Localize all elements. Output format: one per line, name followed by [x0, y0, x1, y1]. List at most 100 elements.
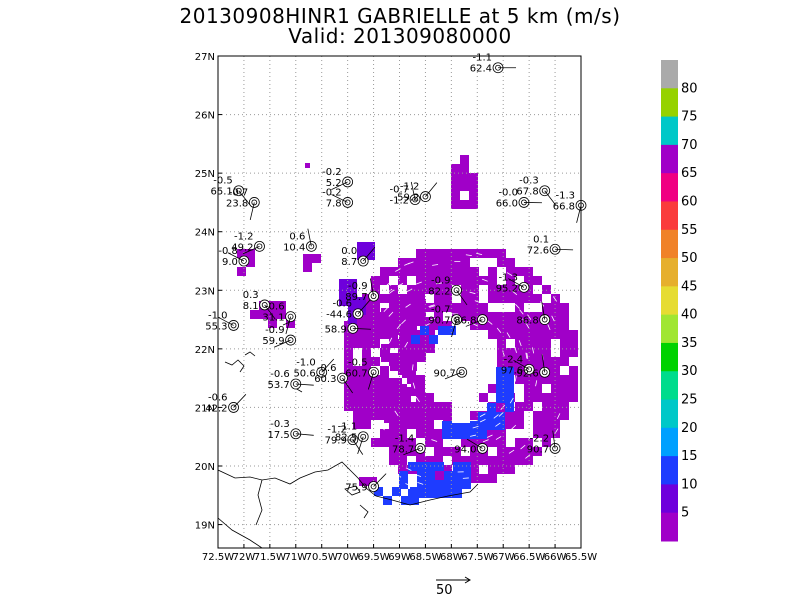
shade-cell — [398, 438, 407, 447]
lon-tick-label: 70W — [336, 552, 359, 563]
shade-cell — [452, 249, 461, 258]
shade-cell — [453, 480, 462, 489]
shade-cell — [444, 489, 453, 498]
shade-cell — [434, 294, 443, 303]
shade-cell — [438, 326, 447, 335]
shade-cell — [533, 339, 542, 348]
wind-vector — [509, 397, 514, 404]
coastline-hispaniola-south — [218, 517, 263, 548]
wind-vector — [397, 283, 404, 287]
shade-cell — [344, 402, 353, 411]
shade-cell — [366, 251, 375, 260]
station-value-top: -0.2 — [322, 187, 342, 198]
station-value-bottom: 79.9 — [325, 436, 347, 447]
shade-cell — [434, 429, 443, 438]
colorbar-segment — [661, 342, 678, 372]
shade-cell — [384, 405, 393, 414]
shade-cell — [303, 254, 312, 263]
shade-cell — [443, 249, 452, 258]
station-value-bottom: 55.3 — [205, 321, 227, 332]
shade-cell — [469, 182, 478, 191]
shade-cell — [515, 438, 524, 447]
shade-cell — [497, 429, 506, 438]
wind-vector — [470, 434, 477, 437]
station-barb — [541, 301, 546, 320]
shade-cell — [362, 393, 371, 402]
wind-vector — [486, 434, 493, 438]
shade-cell — [506, 312, 515, 321]
shade-cell — [411, 387, 420, 396]
shade-cell — [542, 330, 551, 339]
lon-tick-label: 72.5W — [202, 552, 234, 563]
shade-cell — [390, 326, 399, 335]
wind-vector — [552, 296, 558, 302]
wind-vector — [415, 281, 422, 285]
station-inner-circle — [344, 199, 351, 206]
shade-cell — [434, 258, 443, 267]
shade-cell — [524, 330, 533, 339]
station-marker: -0.367.8 — [516, 176, 556, 206]
coastline-north-coast — [255, 479, 263, 526]
station-value-top: -1.2 — [400, 182, 420, 193]
shade-cell — [362, 411, 371, 420]
shade-cell — [426, 480, 435, 489]
colorbar-label: 15 — [681, 449, 698, 464]
shade-cell — [434, 285, 443, 294]
shade-cell — [390, 353, 399, 362]
shade-cell — [524, 456, 533, 465]
shade-cell — [515, 330, 524, 339]
shade-cell — [443, 285, 452, 294]
shade-cell — [524, 276, 533, 285]
station-value-top: -0.2 — [322, 167, 342, 178]
shade-cell — [353, 384, 362, 393]
station-value-bottom: 66.8 — [553, 201, 575, 212]
shade-cell — [569, 384, 578, 393]
wind-vector — [495, 436, 502, 440]
station-value-bottom: 8.7 — [341, 257, 357, 268]
shade-cell — [443, 276, 452, 285]
shade-cell — [451, 200, 460, 209]
shade-cell — [470, 312, 479, 321]
station-value-bottom: 49.2 — [231, 242, 253, 253]
station-barb — [403, 448, 421, 456]
shade-cell — [348, 315, 357, 324]
shade-cell — [399, 308, 408, 317]
wind-vector — [514, 375, 517, 382]
colorbar-label: 30 — [681, 364, 698, 379]
shade-cell — [417, 462, 426, 471]
shade-cell — [362, 330, 371, 339]
station-marker: 92.6 — [516, 354, 551, 379]
shade-cell — [398, 411, 407, 420]
shade-cell — [497, 339, 506, 348]
wind-vector — [469, 291, 476, 295]
shade-cell — [497, 258, 506, 267]
shade-cell — [362, 420, 371, 429]
shade-cell — [515, 339, 524, 348]
shade-cell — [344, 375, 353, 384]
shade-cell — [462, 471, 471, 480]
shade-cell — [461, 276, 470, 285]
station-marker: -1.259.2 — [397, 182, 438, 204]
shade-cell — [344, 357, 353, 366]
station-marker: -0.989.7 — [345, 278, 379, 303]
shade-cell — [497, 357, 506, 366]
colorbar-label: 45 — [681, 279, 698, 294]
shade-cell — [348, 306, 357, 315]
shade-cell — [416, 375, 425, 384]
shade-cell — [461, 294, 470, 303]
colorbar-segment — [661, 484, 678, 514]
wind-vector — [474, 403, 481, 408]
shade-cell — [305, 163, 310, 168]
shade-cell — [362, 303, 371, 312]
station-marker: 75.9 — [345, 473, 387, 494]
shade-cell — [371, 285, 380, 294]
shade-cell — [488, 294, 497, 303]
station-value-top: -1.0 — [296, 357, 316, 368]
station-inner-circle — [349, 436, 356, 443]
shade-cell — [533, 393, 542, 402]
shade-cell — [277, 310, 286, 319]
map-title-line-2: Valid: 201309080000 — [288, 24, 512, 48]
shade-cell — [469, 173, 478, 182]
shade-cell — [339, 297, 348, 306]
shade-cell — [434, 402, 443, 411]
